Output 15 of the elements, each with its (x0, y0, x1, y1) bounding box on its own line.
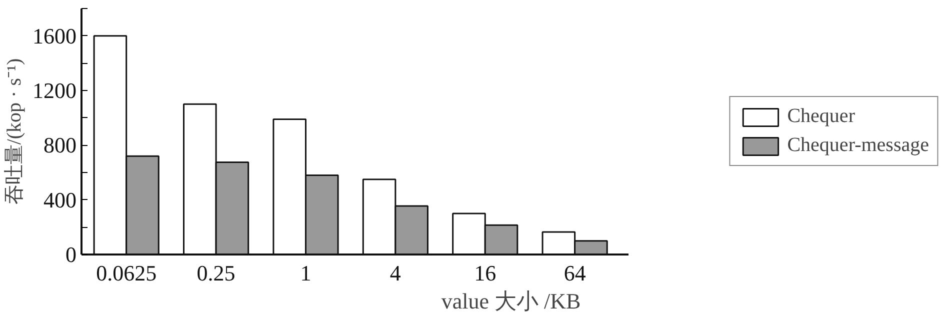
x-tick-label: 4 (390, 260, 401, 286)
x-tick-label: 64 (564, 260, 586, 286)
x-tick-label: 16 (474, 260, 496, 286)
x-tick-label: 0.25 (196, 260, 236, 286)
x-tick-label: 1 (300, 260, 312, 286)
y-tick-label: 800 (44, 132, 76, 158)
y-axis-title: 吞吐量/(kop · s⁻¹) (4, 58, 26, 205)
x-axis-title: value 大小 /KB (441, 288, 581, 314)
y-tick-label: 400 (44, 187, 76, 212)
y-tick-label: 0 (66, 242, 76, 267)
y-tick-label: 1200 (32, 78, 76, 103)
legend-label: Chequer (787, 105, 855, 128)
x-tick-label: 0.0625 (96, 260, 157, 286)
legend-label: Chequer-message (787, 134, 929, 157)
y-tick-label: 1600 (32, 23, 76, 48)
